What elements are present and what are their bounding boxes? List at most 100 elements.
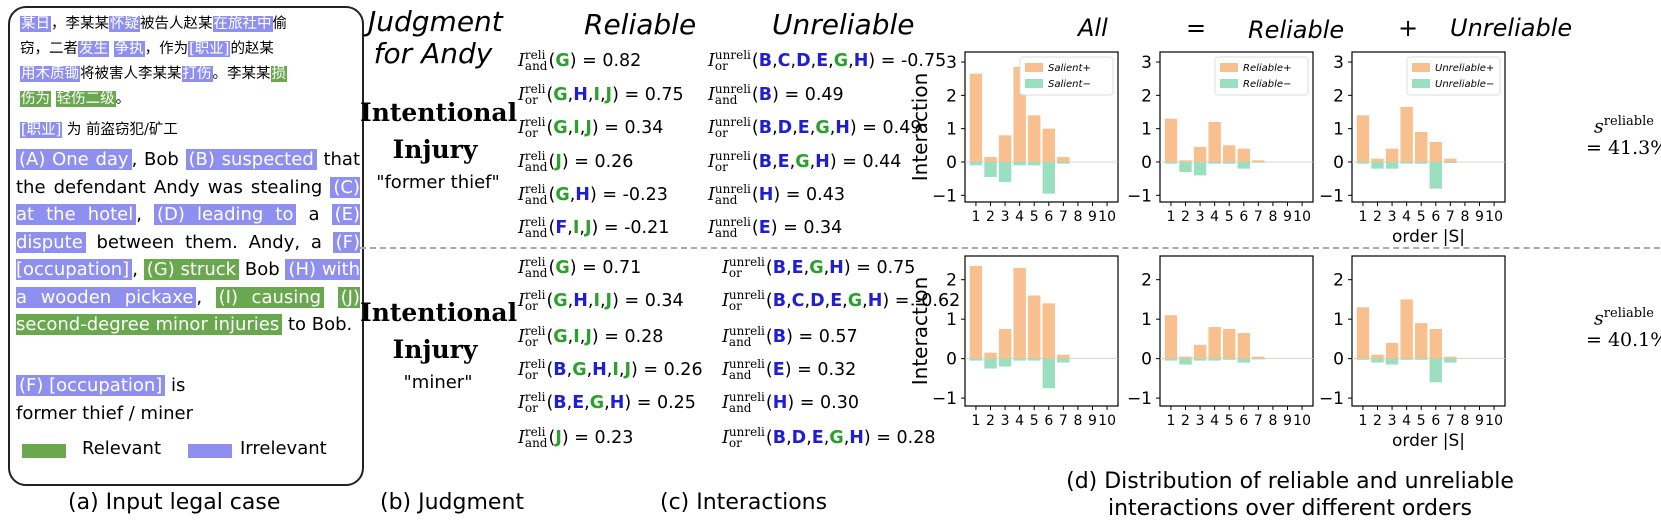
case-segment: a [296, 204, 332, 225]
judgment-header: Judgment for Andy [368, 6, 503, 70]
legend-swatch [1025, 63, 1043, 72]
legend-label: Reliable+ [1243, 63, 1291, 74]
positive-bar [1237, 148, 1250, 162]
interaction-type: unreli [714, 115, 751, 129]
zh-segment: 的赵某 [230, 41, 274, 57]
interaction-operator: and [524, 193, 548, 207]
set-token: I [573, 118, 580, 138]
legend-relevant-label: Relevant [82, 438, 161, 459]
zh-segment: 怀疑 [109, 16, 140, 32]
set-token: G [555, 258, 570, 278]
y-tick-label: 0 [1333, 153, 1344, 173]
set-token: J [585, 118, 592, 138]
chinese-case-text: 某日，李某某怀疑被告人赵某在旅社中偷 窃，二者发生 争执，作为[职业]的赵某 用木质… [20, 12, 360, 112]
x-tick-label: 4 [1015, 413, 1024, 429]
set-token: B [758, 118, 773, 138]
set-token: H [853, 51, 869, 71]
interaction-operator: or [524, 126, 538, 140]
x-tick-label: 1 [971, 209, 980, 225]
negative-bar [1400, 162, 1413, 164]
case-segment: , [136, 204, 155, 225]
chinese-occupation-line: [职业] 为 前盗窃犯/矿工 [20, 118, 360, 143]
negative-bar [1252, 358, 1265, 360]
set-token: B [758, 51, 773, 71]
set-token: B [772, 327, 787, 347]
positive-bar [1223, 329, 1236, 359]
zh-segment: 将被害人李某某 [80, 66, 182, 82]
interaction-value: 0.34 [624, 118, 664, 138]
interaction-symbol: I [708, 185, 715, 205]
x-tick-label: 9 [1475, 413, 1484, 429]
interaction-type: unreli [728, 425, 765, 439]
english-case-text: (A) One day, Bob (B) suspected that the … [16, 146, 360, 339]
case-segment: (I) causing [215, 286, 325, 308]
negative-bar [1356, 358, 1370, 360]
set-token: E [791, 258, 804, 278]
set-token: E [572, 393, 585, 413]
set-token: H [575, 185, 590, 205]
interaction-type: unreli [728, 255, 765, 269]
interaction-value: 0.26 [663, 360, 703, 380]
set-token: H [772, 393, 788, 413]
positive-bar [1252, 160, 1265, 162]
x-tick-label: 9 [1283, 209, 1292, 225]
case-segment: that the defendant Andy was stealing [16, 149, 361, 198]
positive-bar [1371, 354, 1384, 359]
set-token: F [555, 218, 568, 238]
set-token: H [835, 118, 850, 138]
zh-line: 用木质锄将被害人李某某打伤。李某某损 [20, 62, 360, 87]
x-tick-label: 6 [1431, 209, 1440, 225]
positive-bar [984, 157, 997, 162]
case-segment: (G) struck [143, 259, 240, 280]
interaction-symbol: I [722, 327, 729, 347]
case-segment: Bob [239, 259, 286, 280]
set-token: I [593, 85, 600, 105]
interaction-operator: or [524, 335, 538, 349]
x-tick-label: 9 [1283, 413, 1292, 429]
negative-bar [1193, 162, 1207, 176]
interaction-type: reli [524, 324, 546, 338]
interaction-value: -0.62 [914, 291, 961, 311]
set-token: G [555, 185, 570, 205]
x-tick-label: 7 [1059, 209, 1068, 225]
case-segment: (D) leading to [154, 204, 297, 225]
zh-segment: 用木质锄 [20, 66, 80, 82]
interaction-symbol: I [518, 85, 525, 105]
legend-label: Reliable− [1243, 79, 1291, 90]
x-tick-label: 9 [1088, 413, 1097, 429]
interaction-symbol: I [518, 327, 525, 347]
y-tick-label: −1 [932, 389, 957, 409]
x-tick-label: 10 [1098, 413, 1116, 429]
interaction-operator: or [524, 299, 538, 313]
set-token: G [572, 360, 587, 380]
positive-bar [1057, 354, 1070, 359]
set-token: H [573, 291, 588, 311]
positive-bar [1444, 356, 1457, 359]
x-tick-label: 7 [1254, 209, 1263, 225]
negative-bar [1057, 162, 1070, 164]
interaction-value: 0.57 [818, 327, 858, 347]
y-tick-label: 0 [1141, 350, 1152, 370]
negative-bar [1429, 162, 1442, 189]
set-token: G [795, 152, 810, 172]
y-tick-label: 3 [1141, 53, 1152, 73]
occupation-note: (F) [occupation] is former thief / miner [16, 372, 360, 427]
x-tick-label: 2 [1181, 209, 1190, 225]
positive-bar [1042, 303, 1055, 359]
x-tick-label: 6 [1044, 209, 1053, 225]
positive-bar [1028, 115, 1041, 162]
negative-bar [1042, 162, 1055, 194]
negative-bar [984, 162, 997, 177]
positive-bar [1164, 118, 1178, 162]
interaction-operator: and [524, 266, 548, 280]
interaction-symbol: I [722, 360, 729, 380]
interaction-operator: and [728, 335, 752, 349]
